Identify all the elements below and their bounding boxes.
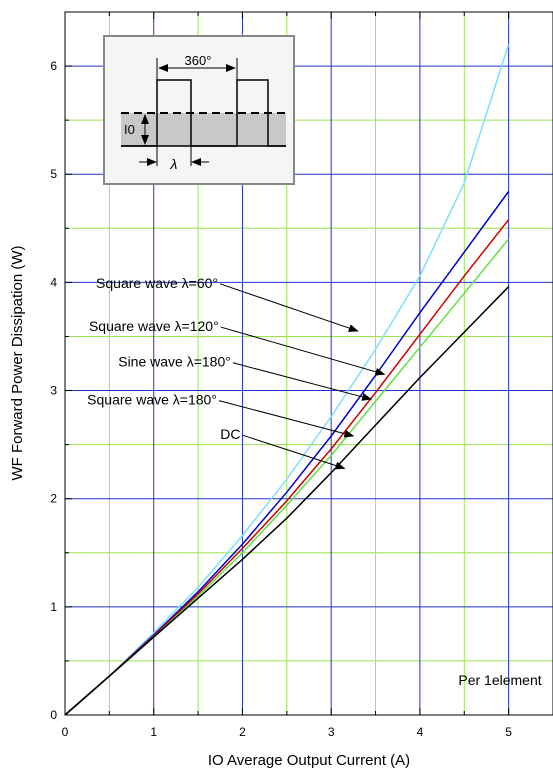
- inset-level-label: I0: [124, 122, 135, 137]
- annotation-label-1: Square wave λ=120°: [89, 318, 219, 334]
- inset-pulse-waveform: [121, 79, 286, 147]
- y-tick-label: 1: [50, 600, 57, 614]
- x-axis-label: IO Average Output Current (A): [208, 752, 410, 769]
- series-lines: [64, 44, 510, 716]
- inset-width-label: λ: [170, 156, 178, 172]
- annotation-label-0: Square wave λ=60°: [96, 275, 218, 291]
- series-line-0: [64, 44, 510, 716]
- x-tick-label: 4: [417, 725, 424, 739]
- series-line-4: [64, 286, 510, 716]
- x-tick-label: 0: [62, 725, 69, 739]
- x-tick-label: 1: [150, 725, 157, 739]
- annotation-arrow-3: [218, 400, 355, 438]
- annotation-label-4: DC: [220, 426, 240, 442]
- y-tick-label: 6: [50, 59, 57, 73]
- x-tick-label: 5: [505, 725, 512, 739]
- y-tick-label: 0: [50, 708, 57, 722]
- inset-period-label-bg: [176, 52, 222, 67]
- y-tick-label: 2: [50, 492, 57, 506]
- plot-frame: [64, 11, 553, 716]
- annotation-label-3: Square wave λ=180°: [87, 392, 217, 408]
- annotation-arrow-4: [242, 434, 346, 470]
- curve-annotations: Square wave λ=60° Square wave λ=120° Sine …: [87, 275, 386, 470]
- annotation-label-2: Sine wave λ=180°: [118, 354, 231, 370]
- y-tick-labels: 0 1 2 3 4 5 6: [50, 59, 57, 722]
- y-tick-label: 5: [50, 167, 57, 181]
- x-tick-label: 2: [239, 725, 246, 739]
- waveform-inset: 360° I0 λ: [103, 35, 295, 185]
- annotation-arrow-2: [232, 362, 373, 401]
- annotation-arrow-0: [219, 283, 359, 332]
- x-tick-labels: 0 1 2 3 4 5: [62, 725, 513, 739]
- y-tick-label: 3: [50, 384, 57, 398]
- inset-period-label: 360°: [185, 53, 212, 68]
- y-tick-label: 4: [50, 275, 57, 289]
- x-tick-label: 3: [328, 725, 335, 739]
- y-axis-label: WF Forward Power Dissipation (W): [9, 245, 26, 480]
- annotation-arrow-1: [220, 326, 386, 376]
- axis-ticks: [64, 11, 553, 716]
- inset-average-band: [121, 113, 286, 146]
- per-element-note: Per 1element: [458, 672, 541, 688]
